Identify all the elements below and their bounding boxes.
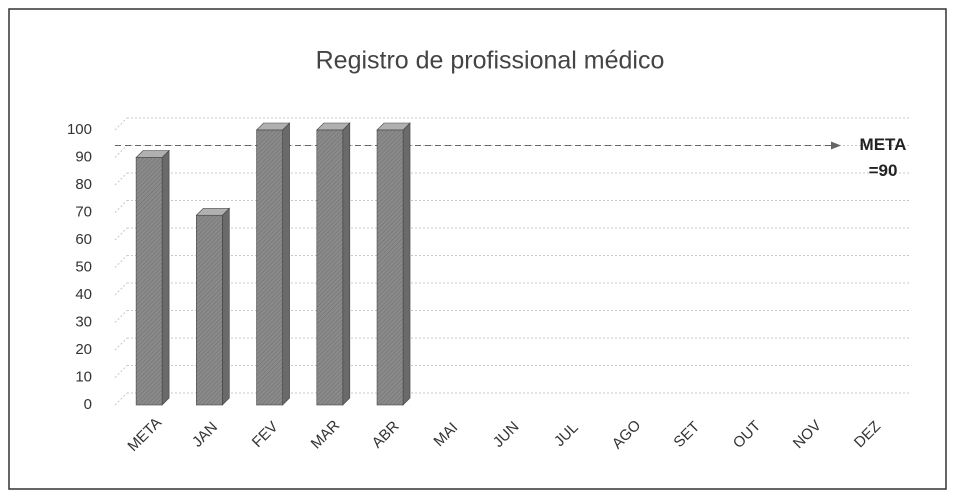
y-tick-label: 30 bbox=[75, 313, 92, 330]
bar-side bbox=[222, 207, 230, 406]
y-tick-label: 0 bbox=[84, 396, 92, 413]
y-tick-label: 80 bbox=[75, 176, 92, 193]
annotation: META bbox=[860, 135, 907, 154]
bar bbox=[316, 129, 344, 406]
y-tick-label: 60 bbox=[75, 231, 92, 248]
y-tick-label: 10 bbox=[75, 368, 92, 385]
grid-side bbox=[114, 117, 128, 131]
grid-side bbox=[114, 310, 128, 323]
y-tick-label: 100 bbox=[67, 121, 92, 138]
bar-side bbox=[161, 149, 170, 406]
y-tick-label: 20 bbox=[75, 341, 92, 358]
grid-side bbox=[114, 145, 128, 158]
bar-side bbox=[402, 122, 411, 406]
annotation: =90 bbox=[869, 161, 898, 180]
grid-side bbox=[114, 282, 128, 296]
grid-side bbox=[114, 227, 128, 241]
bar-side bbox=[282, 122, 290, 406]
grid-side bbox=[114, 337, 128, 351]
bar-side bbox=[342, 122, 351, 406]
grid-side bbox=[114, 365, 128, 378]
grid-side bbox=[114, 255, 128, 268]
y-tick-label: 90 bbox=[75, 148, 92, 165]
bar bbox=[135, 157, 163, 406]
y-tick-label: 70 bbox=[75, 203, 92, 220]
grid-side bbox=[114, 200, 128, 213]
y-tick-label: 40 bbox=[75, 286, 92, 303]
grid-side bbox=[114, 392, 128, 406]
bar bbox=[196, 214, 223, 406]
grid-side bbox=[114, 172, 128, 186]
bar bbox=[256, 129, 283, 406]
chart-title: Registro de profissional médico bbox=[316, 47, 665, 75]
bar bbox=[376, 129, 404, 406]
y-tick-label: 50 bbox=[75, 258, 92, 275]
